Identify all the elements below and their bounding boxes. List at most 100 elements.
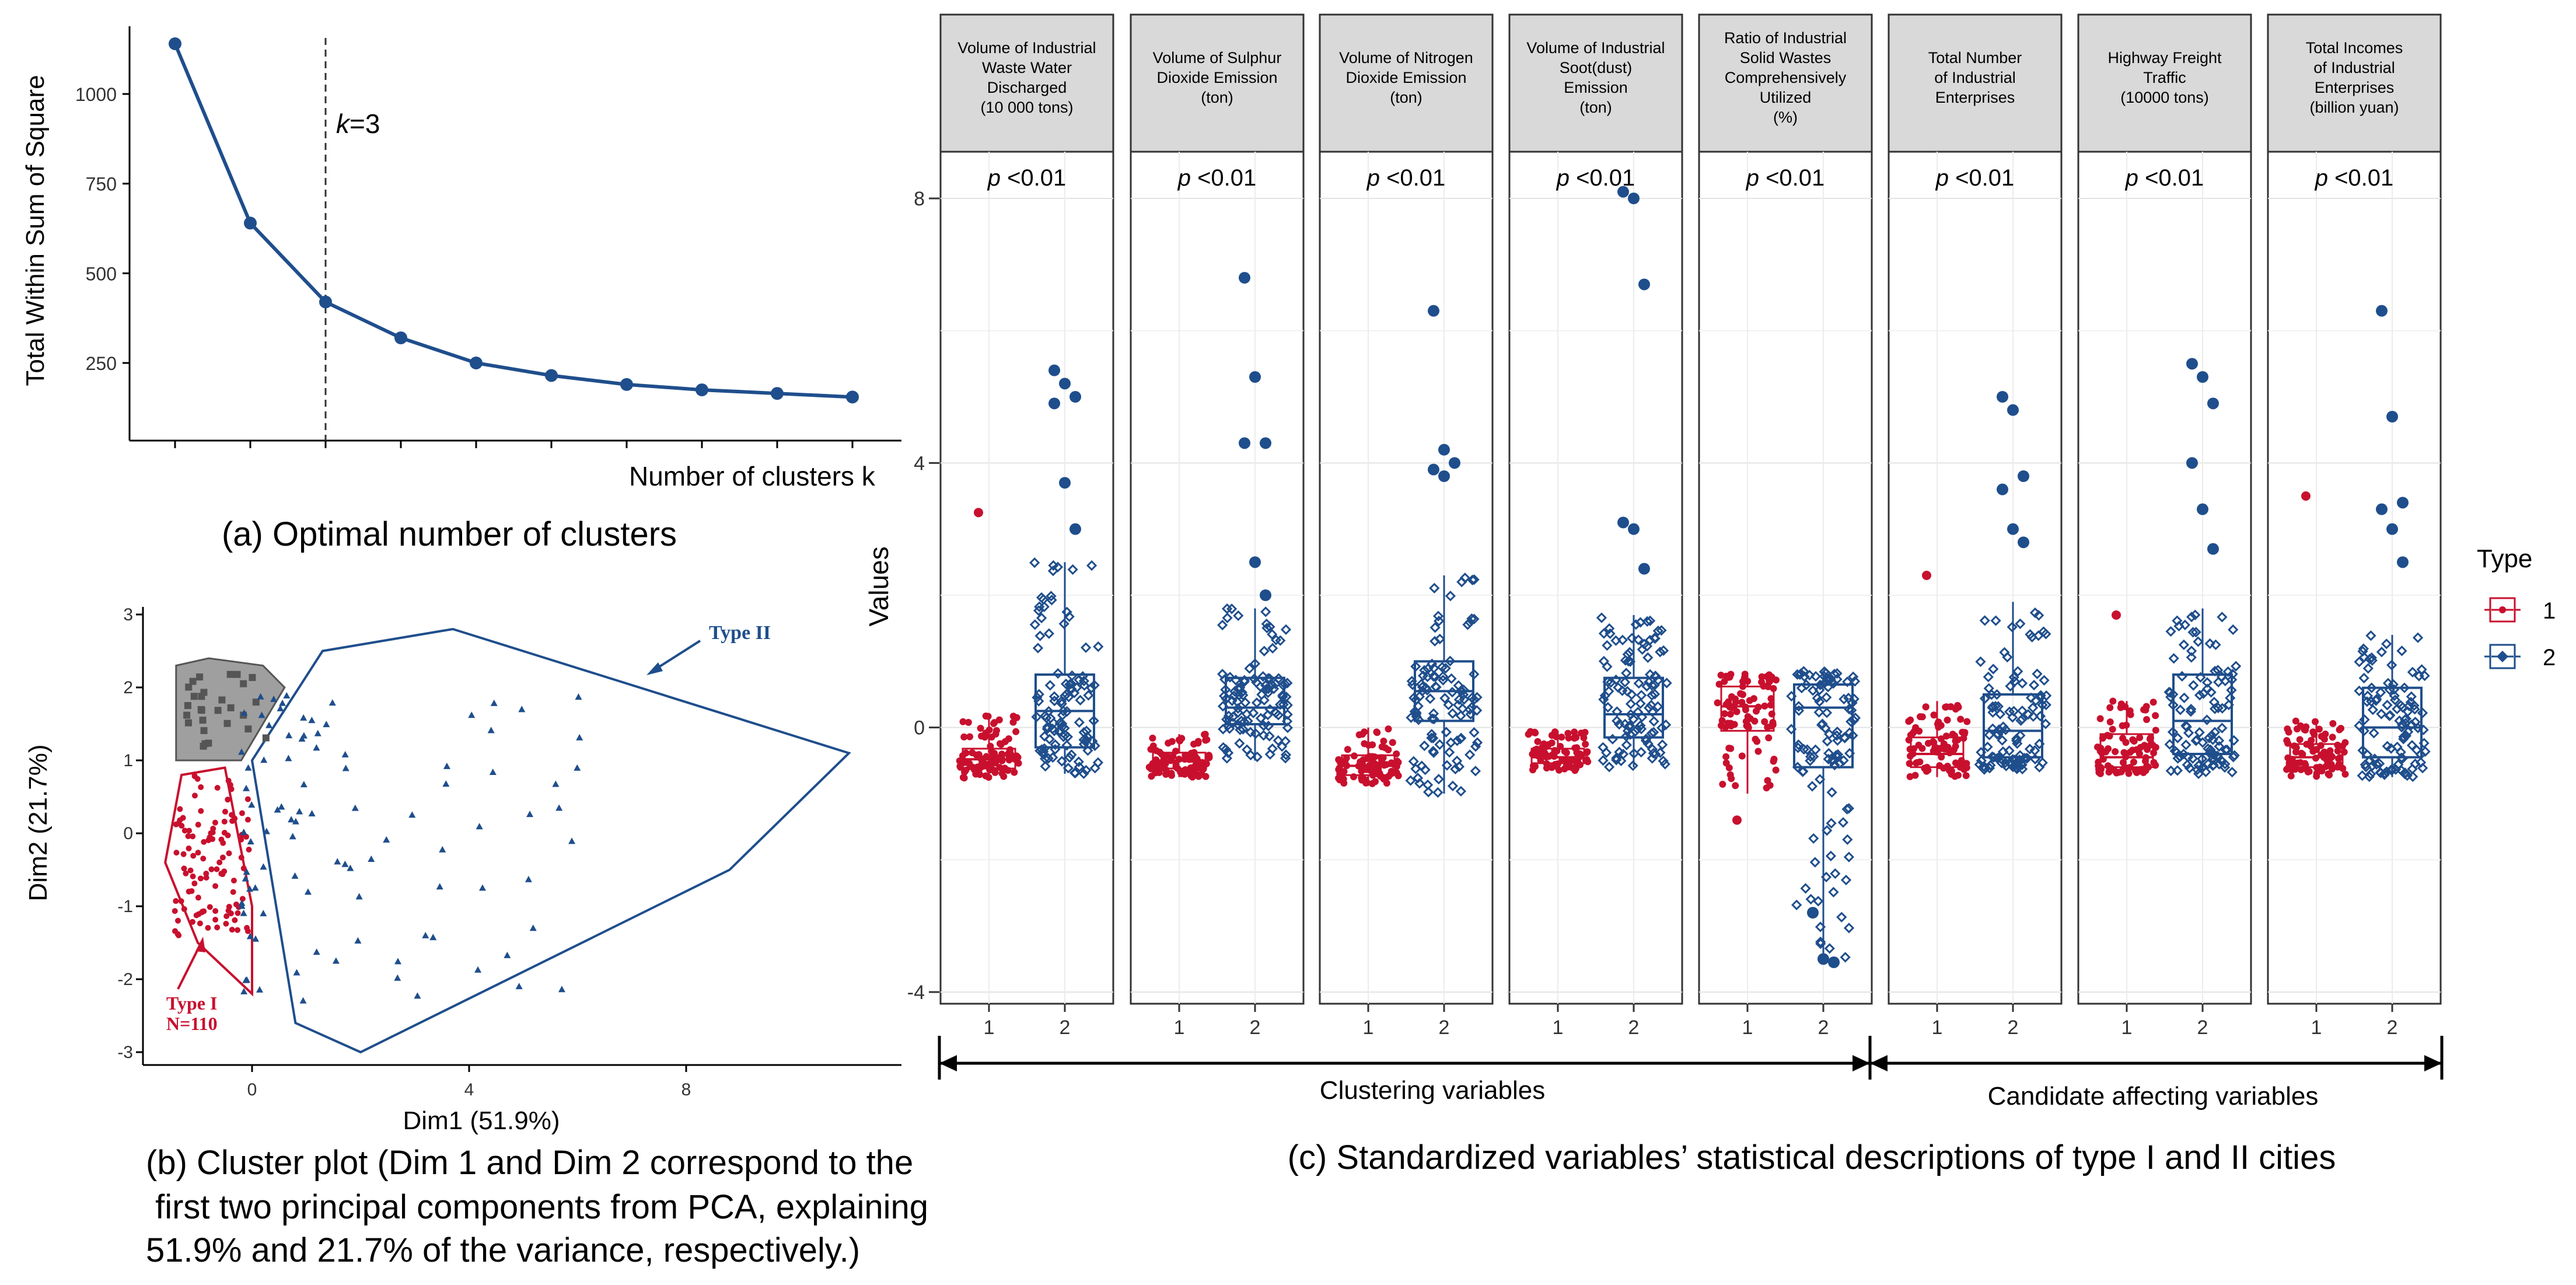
type1-point [990,720,998,727]
type1-point [1717,672,1725,679]
type2-point [1644,703,1655,714]
type2-point [2386,743,2397,754]
type1-point [2096,715,2104,722]
type1-point [2152,727,2159,734]
type2-point [1086,560,1097,571]
arrowhead-mid-right [1870,1055,1888,1071]
type2-point [2190,627,2201,638]
elbow-ytick-label: 750 [86,174,117,195]
type1-point [1921,764,1928,772]
values-ytick-label: 4 [914,452,925,474]
type1-point [2136,734,2144,742]
type2-point [1446,673,1457,684]
type1-point [229,818,236,824]
type2-point [1983,671,1994,683]
cluster3-point [197,706,205,713]
type1-point [2296,736,2304,743]
type2-outlier [1628,193,1640,204]
type2-point [1039,731,1050,742]
type2-point [1642,616,1653,627]
type1-point [1732,698,1740,706]
type2-point [246,885,254,892]
type1-point [988,734,995,741]
arrowhead-mid-left [1853,1055,1870,1071]
type2-point [1831,726,1843,738]
type2-point [243,868,250,875]
type2-point [1217,619,1228,631]
type2-point [1658,755,1669,767]
type1-point [1753,738,1761,745]
facet-panel [1888,151,2063,1005]
type1-point [2315,725,2323,733]
type1-point [1578,729,1585,737]
type1-point [2109,697,2117,705]
type2-point [2382,700,2393,711]
type2-point [525,875,532,882]
type2-point [394,958,402,965]
type2-point [2040,628,2051,640]
type2-point [442,780,450,787]
type2-outlier [1428,463,1439,476]
type2-point [1975,656,1986,668]
type2-point [1602,640,1613,651]
type2-point [2365,769,2376,780]
type2-point [1034,630,1046,641]
type2-point [1832,749,1844,760]
type2-point [1063,692,1074,703]
type2-point [1842,834,1853,845]
type2-point [1257,671,1268,682]
type2-point [1226,695,1238,706]
type2-point [2193,636,2204,647]
type2-point [247,838,254,845]
type2-point [1233,610,1244,621]
facet-title-line: (%) [1773,109,1798,126]
type2-point [238,748,246,755]
cluster3-point [190,693,198,700]
facet-panel [1319,151,1494,1005]
type2-point [394,974,401,981]
type2-point [1814,685,1825,696]
type2-point [1428,708,1439,719]
type2-point [2033,630,2044,641]
cluster-ytick-label: 0 [123,824,133,843]
type1-point [989,750,997,757]
type2-point [2013,755,2024,766]
type2-point [1793,701,1804,712]
facet-title-line: Volume of Industrial [957,39,1096,57]
type2-point [2359,714,2370,725]
type2-point [1628,714,1639,725]
box-iqr [2099,733,2154,769]
type2-point [2179,692,2190,703]
facet-pvalue: p <0.01 [987,165,1067,191]
type2-point [1453,694,1464,705]
type2-point [1064,752,1075,763]
type1-point [1011,769,1018,776]
type2-point [1805,755,1816,766]
type1-point [1565,734,1572,742]
type2-point [1036,612,1047,624]
type2-point [2028,679,2040,691]
type2-point [1603,686,1614,697]
type1-point [1336,776,1344,784]
type2-point [1273,710,1284,721]
type2-point [1439,693,1450,704]
type2-point [1649,689,1661,700]
type2-point [1991,728,2003,740]
type1-point [1393,757,1401,765]
type2-point [1841,804,1853,815]
type2-point [1819,678,1830,689]
type2-point [1280,624,1292,635]
type2-point [1458,685,1469,696]
type2-point [1078,768,1089,779]
type2-point [240,828,247,835]
elbow-plot: k=3 250 500 750 1000 Total Within Sum of Sq… [21,26,901,553]
type2-point [574,764,581,771]
elbow-point [394,331,407,344]
type2-point [1428,671,1439,682]
type1-point [238,854,244,861]
type2-point [238,899,246,906]
type2-point [2001,760,2012,771]
type2-outlier [1059,477,1071,489]
type2-point [468,711,476,718]
type1-point [214,924,221,931]
